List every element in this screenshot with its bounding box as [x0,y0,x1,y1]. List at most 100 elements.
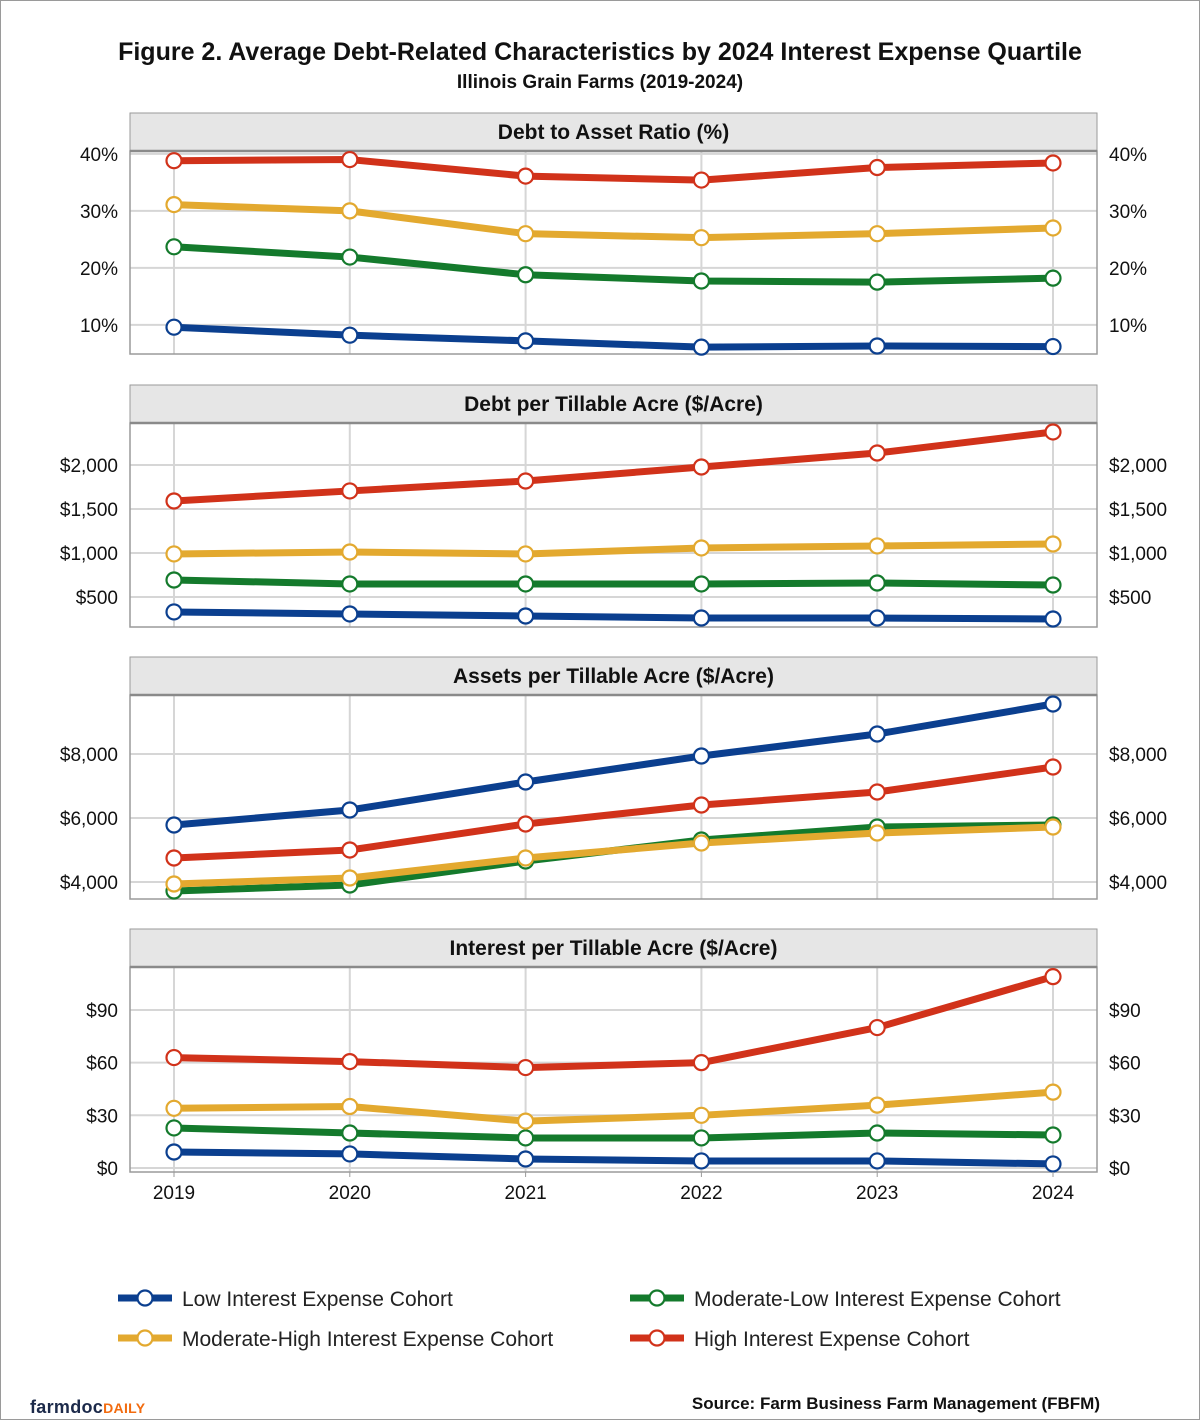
x-tick-label: 2019 [153,1183,195,1204]
data-point-high [868,1018,886,1037]
data-point-moderate-high [1044,535,1062,553]
panel-header [129,928,1098,968]
y-tick-label-left: $60 [86,1054,118,1075]
data-point-low [692,1152,711,1170]
legend-swatch-marker [136,1329,154,1347]
data-point-high [516,815,535,833]
panel-header [129,656,1098,696]
data-point-moderate-high [1044,219,1062,237]
data-point-moderate-high [868,537,886,555]
y-tick-label-right: $0 [1109,1159,1130,1180]
data-point-low [165,318,183,336]
data-point-moderate-high [868,1096,886,1114]
source-note: Source: Farm Business Farm Management (F… [691,1394,1100,1413]
data-point-moderate-high [692,229,711,247]
data-point-moderate-low [165,238,183,256]
y-tick-label-right: $4,000 [1109,873,1167,894]
data-point-low [341,605,359,623]
y-tick-label-right: $1,000 [1109,544,1167,565]
data-point-low [165,603,183,621]
y-tick-label-right: $90 [1109,1001,1141,1022]
y-tick-label-left: $500 [76,588,118,609]
data-point-low [868,337,886,355]
data-point-moderate-low [165,571,183,589]
data-point-moderate-low [516,575,535,593]
series-line-moderate-high [173,1088,1054,1125]
data-point-high [165,1048,183,1067]
y-tick-label-left: $6,000 [60,809,118,830]
y-tick-label-right: $2,000 [1109,456,1167,477]
data-point-low [1044,1155,1062,1173]
data-point-low [341,326,359,344]
y-tick-label-left: $2,000 [60,456,118,477]
panel-title: Interest per Tillable Acre ($/Acre) [450,937,778,960]
panel-title: Debt per Tillable Acre ($/Acre) [464,393,763,416]
data-point-high [868,158,886,177]
data-point-moderate-high [1044,1083,1062,1101]
legend: Low Interest Expense Cohort Moderate-Low … [118,1288,1061,1351]
data-point-moderate-low [341,575,359,593]
y-tick-label-right: $30 [1109,1106,1141,1127]
legend-swatch-marker [648,1289,666,1307]
series-line-moderate-high [173,540,1054,558]
data-point-moderate-low [1044,1126,1062,1144]
data-point-moderate-high [165,875,183,893]
y-tick-label-left: 40% [80,145,118,166]
data-point-high [341,150,359,169]
farmdoc-daily-logo: farmdocDAILY [30,1397,145,1418]
data-point-moderate-high [516,849,535,867]
y-tick-label-left: 30% [80,202,118,223]
panel-title: Assets per Tillable Acre ($/Acre) [453,665,774,688]
data-point-moderate-high [692,1106,711,1124]
legend-label: Moderate-High Interest Expense Cohort [182,1328,553,1351]
data-point-moderate-low [692,272,711,290]
data-point-moderate-low [165,1119,183,1137]
data-point-moderate-low [692,575,711,593]
series-line-high [173,763,1054,862]
y-tick-label-right: $500 [1109,588,1151,609]
y-tick-label-right: $1,500 [1109,500,1167,521]
data-point-moderate-low [868,1124,886,1142]
data-point-moderate-high [692,834,711,852]
data-point-low [692,609,711,627]
data-point-low [341,801,359,819]
data-point-low [165,816,183,834]
panel-2: Debt per Tillable Acre ($/Acre) $500 $500 $… [60,384,1167,628]
data-point-high [165,152,183,170]
data-point-moderate-low [341,1124,359,1142]
data-point-moderate-high [341,202,359,220]
y-tick-label-left: 20% [80,259,118,280]
data-point-moderate-high [165,196,183,214]
plot-area [130,695,1097,899]
y-tick-label-left: $90 [86,1001,118,1022]
series-line-low [173,323,1054,351]
data-point-low [868,1152,886,1170]
data-point-moderate-high [516,1112,535,1130]
data-point-moderate-low [516,266,535,284]
data-point-high [516,167,535,185]
y-tick-label-left: $1,000 [60,544,118,565]
data-point-high [1044,968,1062,986]
data-point-high [868,783,886,801]
x-tick-label: 2023 [856,1183,898,1204]
y-tick-label-right: 20% [1109,259,1147,280]
logo-main: farmdoc [30,1397,104,1417]
legend-label: Low Interest Expense Cohort [182,1288,453,1311]
data-point-moderate-low [1044,576,1062,594]
legend-item-high: High Interest Expense Cohort [630,1328,970,1351]
series-line-moderate-high [173,823,1054,888]
data-point-moderate-high [341,1097,359,1116]
data-point-moderate-high [341,543,359,561]
legend-item-moderate-high: Moderate-High Interest Expense Cohort [118,1328,553,1351]
data-point-low [341,1145,359,1163]
y-tick-label-left: $30 [86,1106,118,1127]
panel-1: Debt to Asset Ratio (%) 10% 10% 20% 20% 30% 30… [80,112,1147,356]
data-point-moderate-low [868,273,886,291]
data-point-moderate-low [341,248,359,266]
data-point-low [1044,610,1062,628]
data-point-low [1044,337,1062,356]
y-tick-label-left: $4,000 [60,873,118,894]
legend-item-moderate-low: Moderate-Low Interest Expense Cohort [630,1288,1061,1311]
